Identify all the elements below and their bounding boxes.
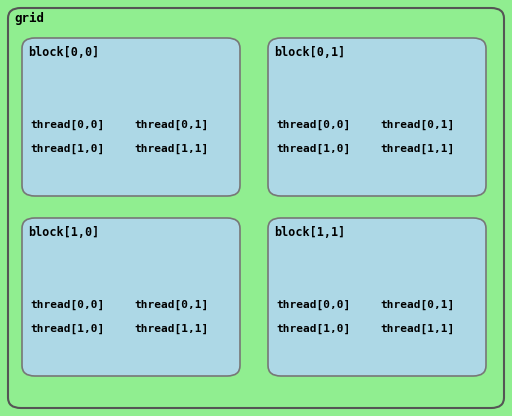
Text: thread[0,0]: thread[0,0]: [276, 300, 350, 310]
Text: thread[0,1]: thread[0,1]: [134, 300, 208, 310]
Text: thread[1,0]: thread[1,0]: [30, 324, 104, 334]
Text: thread[0,0]: thread[0,0]: [276, 120, 350, 130]
Text: block[1,0]: block[1,0]: [28, 226, 99, 239]
Text: thread[1,0]: thread[1,0]: [276, 144, 350, 154]
Text: thread[0,0]: thread[0,0]: [30, 300, 104, 310]
Text: grid: grid: [14, 12, 44, 25]
FancyBboxPatch shape: [22, 38, 240, 196]
Text: block[0,0]: block[0,0]: [28, 46, 99, 59]
Text: thread[1,1]: thread[1,1]: [134, 144, 208, 154]
Text: thread[1,1]: thread[1,1]: [134, 324, 208, 334]
Text: block[0,1]: block[0,1]: [274, 46, 345, 59]
Text: thread[1,1]: thread[1,1]: [380, 324, 454, 334]
FancyBboxPatch shape: [22, 218, 240, 376]
Text: thread[0,0]: thread[0,0]: [30, 120, 104, 130]
Text: thread[0,1]: thread[0,1]: [134, 120, 208, 130]
Text: thread[0,1]: thread[0,1]: [380, 120, 454, 130]
Text: thread[1,0]: thread[1,0]: [276, 324, 350, 334]
FancyBboxPatch shape: [268, 38, 486, 196]
FancyBboxPatch shape: [8, 8, 504, 408]
Text: thread[0,1]: thread[0,1]: [380, 300, 454, 310]
Text: thread[1,1]: thread[1,1]: [380, 144, 454, 154]
Text: block[1,1]: block[1,1]: [274, 226, 345, 239]
Text: thread[1,0]: thread[1,0]: [30, 144, 104, 154]
FancyBboxPatch shape: [268, 218, 486, 376]
